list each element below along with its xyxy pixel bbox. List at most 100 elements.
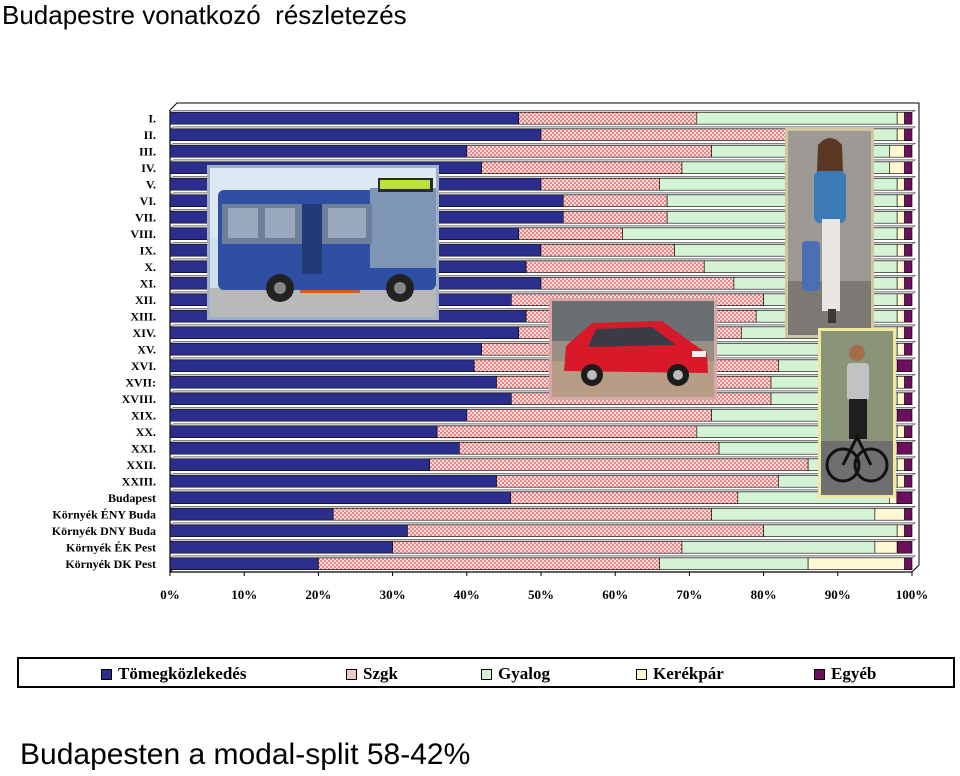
category-label: Környék DK Pest: [65, 557, 156, 571]
bar-segment-kerékpár: [896, 244, 905, 257]
x-tick-label: 50%: [528, 587, 554, 602]
bar-segment-kerékpár: [896, 326, 905, 339]
bar-top-face: [169, 555, 917, 559]
category-label: III.: [139, 144, 156, 158]
bar-segment-egyéb: [904, 211, 913, 224]
bar-segment-kerékpár: [896, 277, 905, 290]
bar-segment-szgk: [436, 425, 698, 438]
bar-segment-egyéb: [904, 194, 913, 207]
legend-item-gyalog: Gyalog: [481, 664, 550, 683]
plot-back-wall: [169, 102, 920, 573]
bar-top-face: [169, 456, 917, 460]
bar-top-face: [169, 110, 917, 113]
bar-segment-egyéb: [904, 227, 913, 240]
bar-segment-kerékpár: [896, 343, 905, 356]
legend-label: Egyéb: [831, 664, 877, 683]
x-tick-label: 0%: [160, 587, 180, 602]
bar-segment-egyéb: [904, 343, 913, 356]
x-tick-label: 90%: [825, 587, 851, 602]
legend-item-kerekpar: Kerékpár: [636, 664, 724, 683]
category-label: X.: [144, 260, 156, 274]
bar-segment-egyéb: [904, 161, 913, 174]
category-label: XIV.: [133, 326, 156, 340]
legend-swatch-tomegkozlekedes: [101, 668, 112, 680]
bar-segment-tömegközlekedés: [169, 343, 482, 356]
walking-person-icon: [788, 131, 871, 335]
category-label: V.: [146, 177, 156, 191]
bar-segment-egyéb: [896, 442, 913, 455]
bar-segment-egyéb: [904, 508, 913, 521]
x-tick-label: 100%: [896, 587, 929, 602]
bar-segment-tömegközlekedés: [169, 458, 431, 471]
category-label: IX.: [140, 243, 156, 257]
category-label: VIII.: [130, 227, 156, 241]
bar-segment-kerékpár: [896, 376, 905, 389]
bar-segment-egyéb: [904, 310, 913, 323]
category-label: XVI.: [131, 359, 156, 373]
legend-swatch-egyeb: [814, 668, 825, 680]
bar-segment-tömegközlekedés: [169, 392, 512, 405]
bar-segment-szgk: [562, 211, 668, 224]
bar-segment-egyéb: [904, 178, 913, 191]
bar-segment-gyalog: [681, 541, 876, 554]
bar-top-face: [169, 539, 917, 542]
bar-segment-tömegközlekedés: [169, 145, 468, 158]
bar-top-face: [169, 374, 917, 377]
bar-segment-egyéb: [904, 128, 913, 141]
category-label: XII.: [135, 293, 156, 307]
bar-segment-egyéb: [896, 409, 913, 422]
bar-segment-szgk: [459, 442, 720, 455]
x-tick-label: 60%: [602, 587, 628, 602]
legend-label: Tömegközlekedés: [118, 664, 247, 683]
bar-segment-szgk: [562, 194, 668, 207]
bar-segment-szgk: [332, 508, 712, 521]
bar-segment-szgk: [510, 491, 739, 504]
page-title: Budapestre vonatkozó részletezés: [2, 0, 407, 30]
category-label: XVIII.: [122, 392, 156, 406]
bar-segment-tömegközlekedés: [169, 491, 512, 504]
bar-segment-egyéb: [904, 326, 913, 339]
bar-segment-szgk: [540, 128, 787, 141]
bar-top-face: [169, 506, 917, 509]
category-label: XXIII.: [122, 474, 156, 488]
bar-segment-tömegközlekedés: [169, 541, 393, 554]
bar-segment-kerékpár: [807, 557, 905, 570]
category-label: XVII:: [125, 375, 156, 389]
bar-segment-kerékpár: [896, 112, 905, 125]
bar-segment-szgk: [496, 475, 779, 488]
bar-top-face: [169, 522, 917, 526]
legend-swatch-kerekpar: [636, 668, 647, 680]
bar-segment-kerékpár: [896, 211, 905, 224]
bar-segment-tömegközlekedés: [169, 376, 497, 389]
bar-segment-szgk: [525, 260, 705, 273]
category-label: Budapest: [108, 491, 156, 505]
bar-segment-kerékpár: [896, 194, 905, 207]
bus-icon: [210, 168, 436, 317]
category-label: II.: [144, 128, 156, 142]
bar-segment-tömegközlekedés: [169, 128, 542, 141]
legend-label: Kerékpár: [653, 664, 724, 683]
category-label: VII.: [135, 210, 156, 224]
bar-segment-egyéb: [896, 541, 913, 554]
bar-segment-kerékpár: [896, 293, 905, 306]
bar-segment-szgk: [518, 227, 623, 240]
bar-segment-egyéb: [904, 145, 913, 158]
category-label: XXII.: [126, 458, 156, 472]
legend-swatch-szgk: [346, 668, 357, 680]
bar-segment-gyalog: [763, 524, 898, 537]
bar-top-face: [169, 423, 917, 427]
bar-segment-szgk: [429, 458, 809, 471]
bar-segment-kerékpár: [874, 508, 905, 521]
chart-legend: Tömegközlekedés Szgk Gyalog Kerékpár Egy…: [17, 657, 955, 688]
category-label: I.: [148, 111, 156, 125]
bar-segment-kerékpár: [896, 475, 905, 488]
bar-top-face: [169, 489, 917, 493]
bar-segment-kerékpár: [896, 425, 905, 438]
bar-segment-tömegközlekedés: [169, 112, 520, 125]
bar-segment-kerékpár: [896, 227, 905, 240]
bar-segment-kerékpár: [896, 392, 905, 405]
bar-segment-szgk: [466, 145, 712, 158]
bar-top-face: [169, 473, 917, 476]
bar-segment-tömegközlekedés: [169, 409, 468, 422]
car-icon: [552, 301, 714, 397]
